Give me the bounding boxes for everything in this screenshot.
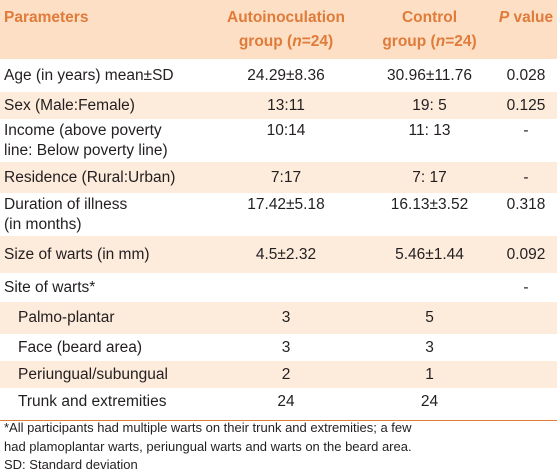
autoinoculation-value: 17.42±5.18 [247,196,325,213]
control-value: 16.13±3.52 [390,196,469,213]
p-value: - [523,169,529,186]
autoinoculation-value: 3 [281,339,291,356]
control-value: 3 [425,339,434,356]
table-row: Trunk and extremities 24 24 [0,388,557,416]
parameter-label: Site of warts* [4,279,96,296]
parameter-label: Age (in years) mean±SD [4,67,174,84]
row-parameter: Periungual/subungual [18,365,168,385]
header-autoinoculation-line2: group (n=24) [214,30,358,54]
control-value: 19: 5 [412,97,447,114]
control-value: 24 [420,393,439,410]
header-n: n [435,33,446,50]
table-header: Parameters Autoinoculation group (n=24) … [0,0,557,59]
autoinoculation-value: 7:17 [270,169,302,186]
footnote-sd: SD: Standard deviation [4,457,138,472]
header-n: n [292,33,302,50]
parameter-label: Income (above poverty [4,122,162,139]
autoinoculation-value: 10:14 [266,122,306,139]
row-parameter: Site of warts* [4,278,95,298]
header-p: P [498,9,510,26]
parameter-label-line2: (in months) [4,216,82,233]
header-text: group ( [238,33,293,50]
header-p-value: P value [497,6,555,30]
control-value: 5.46±1.44 [395,246,464,263]
parameter-label: Face (beard area) [18,339,143,356]
header-text: group ( [382,33,436,50]
row-parameter: Residence (Rural:Urban) [4,168,175,188]
table-row: Age (in years) mean±SD 24.29±8.36 30.96±11… [0,59,557,92]
footnote-divider [0,420,557,421]
row-parameter: Palmo-plantar [18,308,115,328]
header-autoinoculation: Autoinoculation group (n=24) [214,6,358,54]
header-text: value [509,9,554,26]
row-parameter: Age (in years) mean±SD [4,66,174,86]
p-value: 0.318 [506,196,546,213]
row-parameter: Sex (Male:Female) [4,96,135,116]
footnote-line: *All participants had multiple warts on … [4,420,412,435]
table-row: Size of warts (in mm) 4.5±2.32 5.46±1.44 0.… [0,236,557,273]
autoinoculation-value: 4.5±2.32 [255,246,317,263]
autoinoculation-value: 3 [281,309,291,326]
parameter-label: Palmo-plantar [18,309,115,326]
table-row: Site of warts* - [0,273,557,302]
parameter-label: Duration of illness [4,196,128,213]
autoinoculation-value: 24.29±8.36 [247,67,325,84]
control-value: 11: 13 [408,122,451,139]
parameter-label: Periungual/subungual [18,366,168,383]
row-parameter: Trunk and extremities [18,392,166,412]
footnote-sites: *All participants had multiple warts on … [4,419,412,475]
header-text: =24) [445,33,477,50]
table-row: Residence (Rural:Urban) 7:17 7: 17 - [0,162,557,193]
control-value: 1 [425,366,434,383]
autoinoculation-value: 13:11 [267,97,305,114]
autoinoculation-value: 2 [281,366,291,383]
row-parameter: Size of warts (in mm) [4,245,150,265]
p-value: 0.125 [506,97,546,114]
header-text: =24) [301,33,334,50]
control-value: 5 [425,309,434,326]
parameter-label: Sex (Male:Female) [4,97,135,114]
parameter-label: Residence (Rural:Urban) [4,169,176,186]
header-autoinoculation-line1: Autoinoculation [227,9,345,26]
control-value: 7: 17 [412,169,447,186]
header-control: Control group (n=24) [369,6,490,54]
table-row: Periungual/subungual 2 1 [0,361,557,388]
header-control-line2: group (n=24) [369,30,490,54]
parameter-label: Trunk and extremities [18,393,167,410]
p-value: 0.092 [506,246,546,263]
header-parameters: Parameters [4,9,89,26]
table-row: Palmo-plantar 3 5 [0,302,557,334]
table-row: Duration of illness (in months) 17.42±5.18… [0,193,557,236]
autoinoculation-value: 24 [277,393,295,410]
parameter-label: Size of warts (in mm) [4,246,150,263]
header-control-line1: Control [401,9,458,26]
table-row: Income (above poverty line: Below poverty… [0,119,557,162]
parameter-label-line2: line: Below poverty line) [4,142,168,159]
p-value: - [523,279,529,296]
p-value: 0.028 [506,67,546,84]
row-parameter: Face (beard area) [18,338,142,358]
control-value: 30.96±11.76 [387,67,472,84]
row-parameter: Income (above poverty line: Below poverty… [4,121,168,161]
p-value: - [523,122,529,139]
table-row: Sex (Male:Female) 13:11 19: 5 0.125 [0,92,557,119]
table-row: Face (beard area) 3 3 [0,334,557,361]
data-table: Parameters Autoinoculation group (n=24) … [0,0,557,410]
footnote-line: had plamoplantar warts, periungual warts… [4,438,412,454]
row-parameter: Duration of illness (in months) [4,195,127,235]
